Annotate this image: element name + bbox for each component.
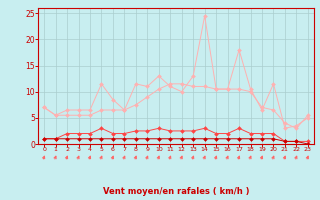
Text: Vent moyen/en rafales ( km/h ): Vent moyen/en rafales ( km/h ) <box>103 187 249 196</box>
